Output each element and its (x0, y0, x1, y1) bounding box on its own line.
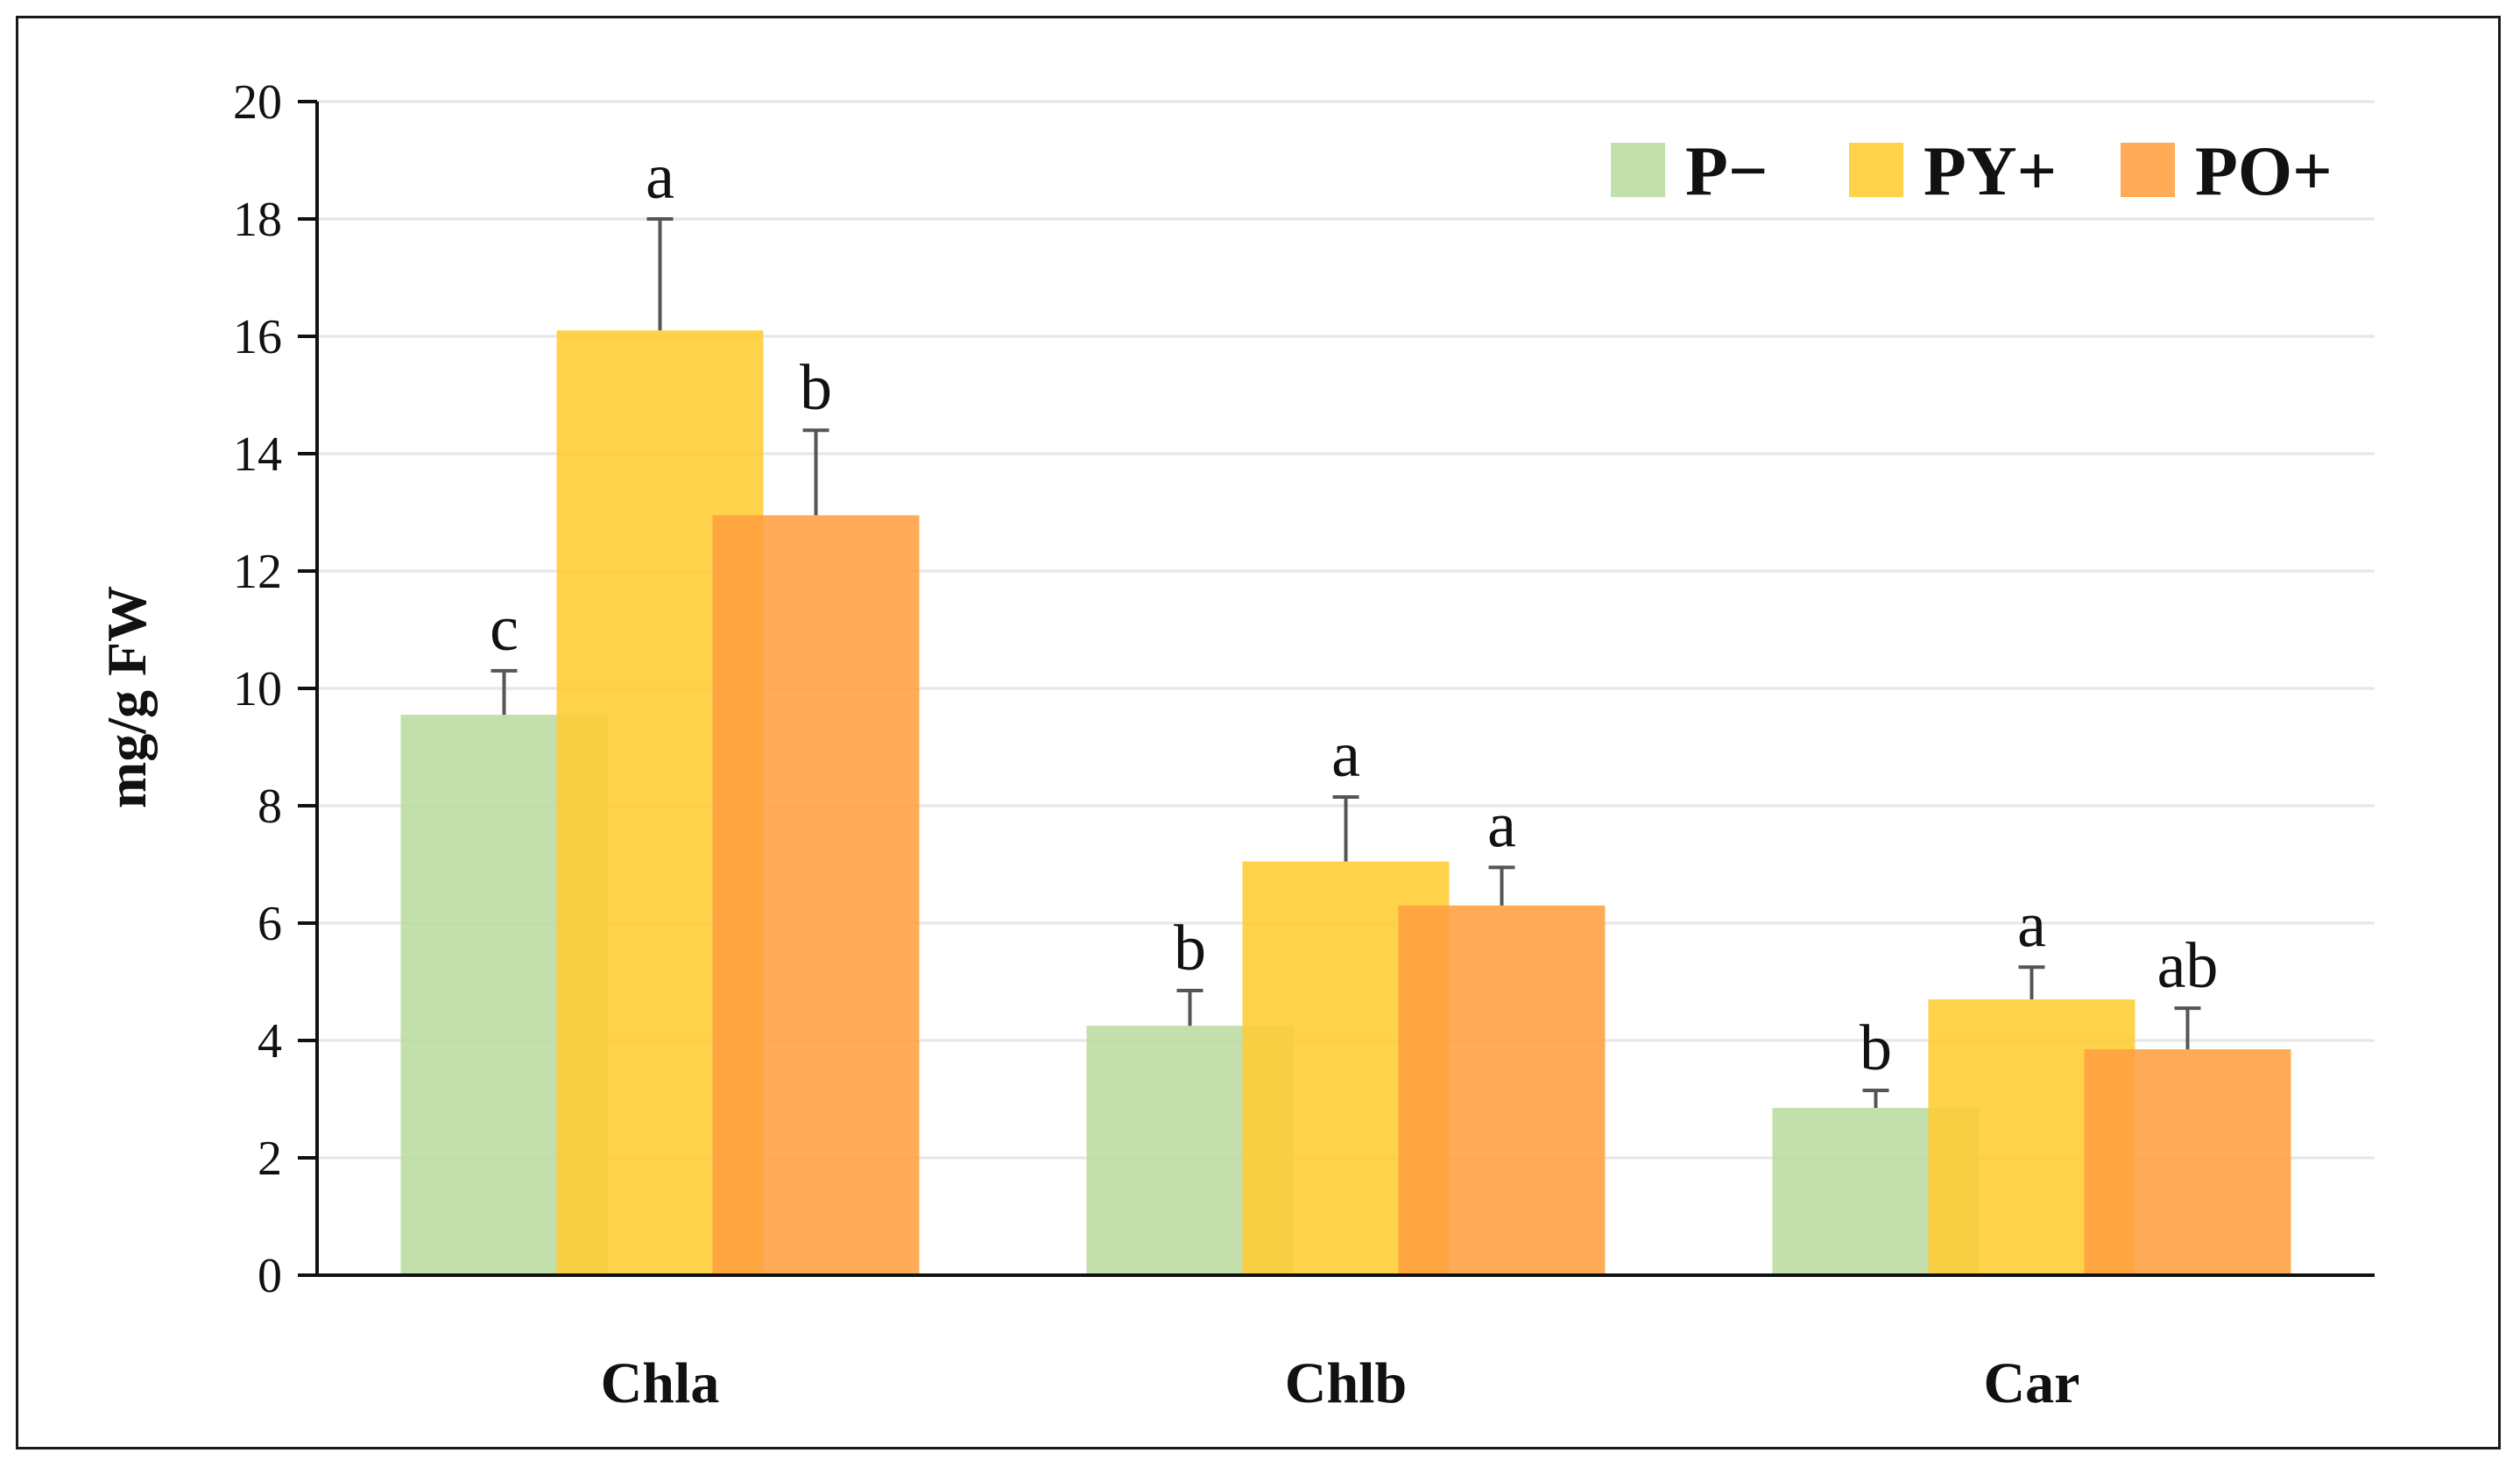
y-tick-label: 0 (258, 1249, 282, 1303)
bar-chla-3 (712, 515, 920, 1275)
bar-chlb-3 (1398, 905, 1606, 1275)
y-tick-label: 20 (233, 75, 282, 130)
y-tick-label: 8 (258, 779, 282, 834)
y-ticks: 0 2 4 6 8 10 12 14 16 18 20 (233, 75, 317, 1303)
significance-label: a (1487, 789, 1516, 861)
legend-label: PO+ (2195, 133, 2333, 210)
y-tick-label: 18 (233, 193, 282, 247)
y-axis-title: mg/g FW (95, 586, 158, 808)
significance-label: a (646, 141, 674, 213)
y-tick-label: 4 (258, 1014, 282, 1069)
bars (400, 330, 2291, 1275)
category-label: Chlb (1285, 1351, 1407, 1415)
significance-label: b (1174, 913, 1206, 984)
y-tick-label: 10 (233, 662, 282, 716)
significance-label: b (800, 352, 832, 424)
y-tick-label: 2 (258, 1132, 282, 1186)
significance-label: a (1331, 719, 1360, 791)
y-tick-label: 14 (233, 427, 282, 482)
y-tick-label: 6 (258, 897, 282, 951)
legend-label: P− (1685, 133, 1768, 210)
legend-swatch (2121, 143, 2175, 197)
category-label: Car (1984, 1351, 2080, 1415)
bar-car-3 (2084, 1049, 2291, 1275)
category-labels: Chla Chlb Car (601, 1351, 2080, 1415)
significance-label: ab (2157, 930, 2219, 1002)
y-tick-label: 16 (233, 310, 282, 364)
significance-label: a (2017, 889, 2046, 961)
legend: P− PY+ PO+ (1611, 133, 2333, 210)
significance-label: c (490, 593, 519, 665)
y-tick-label: 12 (233, 545, 282, 599)
legend-swatch (1849, 143, 1903, 197)
significance-label: b (1860, 1012, 1892, 1084)
error-bars (491, 217, 2201, 1109)
chart-frame: 0 2 4 6 8 10 12 14 16 18 20 Chla Chlb Car c a b b a a b a ab… (16, 16, 2501, 1449)
category-label: Chla (601, 1351, 720, 1415)
legend-label: PY+ (1924, 133, 2057, 210)
legend-swatch (1611, 143, 1665, 197)
